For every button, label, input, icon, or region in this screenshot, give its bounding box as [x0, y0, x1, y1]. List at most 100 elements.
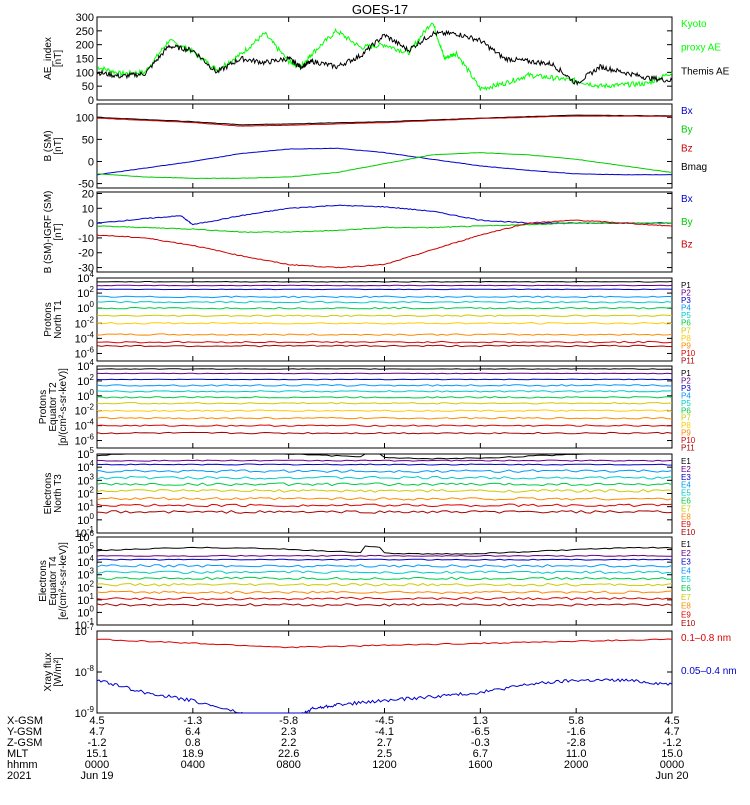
legend-entry: P7	[681, 414, 691, 423]
legend-entry: P5	[681, 399, 691, 408]
ephemeris-value: 15.1	[86, 748, 107, 760]
y-tick-label: 10-2	[75, 403, 95, 418]
legend-entry: P11	[681, 356, 695, 365]
flux-channel-line	[96, 300, 673, 304]
series-line	[96, 115, 672, 127]
ephemeris-value: 0000	[660, 759, 684, 771]
flux-channel-line	[96, 288, 673, 291]
series-line	[96, 222, 673, 233]
flux-channel-line	[96, 596, 673, 601]
ephemeris-value: 6.7	[473, 748, 488, 760]
legend-entry: E4	[681, 566, 691, 575]
y-axis-label: [e/(cm²-s-sr-keV)]	[58, 542, 69, 620]
ephemeris-value: -0.3	[471, 737, 490, 749]
legend-entry: Bmag	[681, 162, 707, 173]
y-axis-label: [nT]	[53, 223, 64, 240]
series-line	[96, 152, 673, 179]
legend-entry: P9	[681, 429, 691, 438]
series-line	[96, 204, 672, 226]
y-tick-label: 50	[82, 81, 94, 93]
y-tick-label: 150	[76, 54, 94, 66]
y-tick-label: 300	[76, 12, 94, 24]
ephemeris-row-label: 2021	[7, 770, 31, 782]
legend-entry: P1	[681, 281, 691, 290]
flux-channel-line	[96, 554, 672, 557]
legend-entry: P2	[681, 289, 691, 298]
series-line	[97, 22, 673, 91]
legend-entry: Bx	[681, 106, 693, 117]
flux-channel-line	[96, 314, 673, 318]
flux-channel-line	[96, 384, 673, 387]
flux-channel-line	[96, 424, 673, 427]
ephemeris-value: 11.0	[566, 748, 587, 760]
ephemeris-value: 5.8	[569, 715, 584, 727]
y-axis-label: Electrons	[38, 560, 49, 602]
flux-channel-line	[96, 333, 673, 336]
y-tick-label: 10-7	[75, 623, 95, 638]
legend-entry: E3	[681, 473, 691, 482]
legend-entry: P8	[681, 334, 691, 343]
ephemeris-value: -1.3	[183, 715, 202, 727]
y-tick-label: 0	[88, 218, 94, 230]
y-tick-label: 100	[77, 388, 94, 403]
chart-title: GOES-17	[352, 2, 408, 17]
legend-entry: E9	[681, 520, 691, 529]
ephemeris-value: 2.3	[281, 726, 296, 738]
flux-channel-line	[96, 372, 673, 375]
legend-entry: P2	[681, 376, 691, 385]
y-tick-label: 104	[77, 358, 94, 373]
legend-entry: P4	[681, 304, 691, 313]
legend-entry: P3	[681, 384, 691, 393]
series-line	[96, 638, 673, 649]
ephemeris-value: 15.0	[661, 748, 682, 760]
y-tick-label: 102	[77, 285, 94, 300]
legend-entry: E9	[681, 610, 691, 619]
ephemeris-value: 22.6	[278, 748, 299, 760]
ephemeris-value: Jun 19	[80, 770, 113, 782]
ephemeris-value: 2.7	[377, 737, 392, 749]
legend-entry: P11	[681, 444, 695, 453]
legend-entry: E4	[681, 481, 691, 490]
flux-channel-line	[96, 378, 673, 381]
legend-entry: P6	[681, 319, 691, 328]
flux-channel-line	[96, 340, 673, 344]
legend-entry: P9	[681, 341, 691, 350]
ephemeris-value: 2.2	[281, 737, 296, 749]
legend-entry: E2	[681, 465, 691, 474]
flux-channel-line	[96, 558, 673, 561]
ephemeris-value: -1.2	[663, 737, 682, 749]
flux-channel-line	[96, 603, 673, 607]
legend-entry: P7	[681, 326, 691, 335]
flux-channel-line	[96, 489, 673, 493]
legend-entry: By	[681, 217, 693, 228]
y-tick-label: 10-2	[75, 315, 95, 330]
panel-bigrf: 20 10 0 -10 -20 -30 B (SM)-IGRF (SM) [nT] Bx By Bz	[43, 188, 693, 274]
flux-channel-line	[96, 401, 673, 405]
legend-entry: Bx	[681, 194, 693, 205]
ephemeris-value: -4.5	[375, 715, 394, 727]
series-line	[96, 114, 672, 126]
ephemeris-row-label: hhmm	[7, 759, 38, 771]
flux-channel-line	[96, 306, 673, 310]
y-tick-label: -20	[78, 248, 94, 260]
flux-channel-line	[96, 564, 673, 568]
legend-entry: P5	[681, 311, 691, 320]
ephemeris-value: 6.4	[185, 726, 200, 738]
ephemeris-value: 1200	[372, 759, 396, 771]
ephemeris-value: -1.2	[88, 737, 107, 749]
series-line	[96, 147, 673, 176]
y-axis-label: B (SM)-IGRF (SM)	[43, 191, 54, 274]
flux-channel-line	[96, 396, 673, 399]
y-tick-label: 104	[77, 270, 94, 285]
legend-entry: E5	[681, 575, 691, 584]
legend-entry: P3	[681, 296, 691, 305]
panel-frame	[96, 453, 673, 534]
y-tick-label: -10	[78, 233, 94, 245]
legend-entry: E7	[681, 504, 691, 513]
y-tick-label: 200	[76, 40, 94, 52]
y-axis-label: North T3	[53, 474, 64, 513]
ephemeris-value: -2.8	[567, 737, 586, 749]
series-line	[96, 29, 673, 86]
